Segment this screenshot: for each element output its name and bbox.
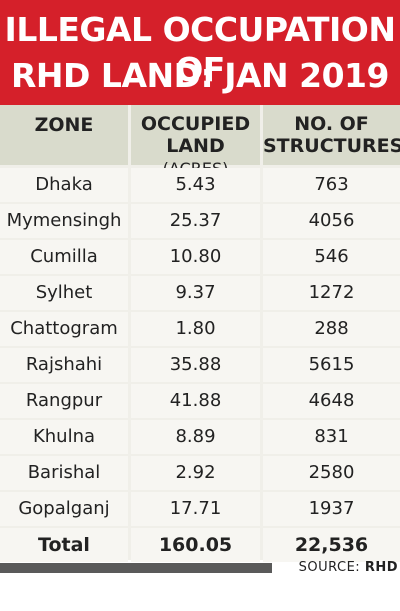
row-land-cell: 17.71 <box>131 492 260 526</box>
row-structures-cell: 763 <box>263 168 400 202</box>
header-occupied-land: OCCUPIED LAND (ACRES) <box>131 105 260 178</box>
row-structures-cell: 1272 <box>263 276 400 310</box>
header-zone: ZONE <box>0 105 128 165</box>
row-structures-cell: 2580 <box>263 456 400 490</box>
source-credit: SOURCE: RHD <box>299 560 398 575</box>
row-structures-cell: 5615 <box>263 348 400 382</box>
row-land-cell: 9.37 <box>131 276 260 310</box>
data-table: ZONE OCCUPIED LAND (ACRES) NO. OF STRUCT… <box>0 105 400 562</box>
header-land-label: OCCUPIED <box>140 113 251 135</box>
row-structures-cell: 546 <box>263 240 400 274</box>
row-zone-cell: Rangpur <box>0 384 128 418</box>
row-zone-cell: Barishal <box>0 456 128 490</box>
row-land-cell: 10.80 <box>131 240 260 274</box>
header-structures-label: NO. OF <box>294 113 369 135</box>
row-zone-cell: Gopalganj <box>0 492 128 526</box>
row-structures-cell: 4648 <box>263 384 400 418</box>
total-land-cell: 160.05 <box>131 528 260 562</box>
row-structures-cell: 831 <box>263 420 400 454</box>
title-line-2: RHD LAND: JAN 2019 <box>11 56 389 95</box>
row-zone-cell: Dhaka <box>0 168 128 202</box>
row-structures-cell: 288 <box>263 312 400 346</box>
title-banner: ILLEGAL OCCUPATION OF RHD LAND: JAN 2019 <box>0 0 400 105</box>
row-zone-cell: Mymensingh <box>0 204 128 238</box>
header-land-word: LAND <box>166 135 225 157</box>
row-land-cell: 1.80 <box>131 312 260 346</box>
row-zone-cell: Chattogram <box>0 312 128 346</box>
header-structures: NO. OF STRUCTURES <box>263 105 400 165</box>
row-land-cell: 5.43 <box>131 168 260 202</box>
row-land-cell: 2.92 <box>131 456 260 490</box>
total-zone-cell: Total <box>0 528 128 562</box>
row-structures-cell: 1937 <box>263 492 400 526</box>
header-zone-label: ZONE <box>34 114 94 136</box>
row-zone-cell: Khulna <box>0 420 128 454</box>
row-land-cell: 35.88 <box>131 348 260 382</box>
source-label: SOURCE: <box>298 560 361 575</box>
row-structures-cell: 4056 <box>263 204 400 238</box>
row-zone-cell: Sylhet <box>0 276 128 310</box>
row-land-cell: 25.37 <box>131 204 260 238</box>
title-line-1: ILLEGAL OCCUPATION OF <box>4 10 396 89</box>
total-structures-cell: 22,536 <box>263 528 400 562</box>
footer-bar <box>0 563 272 573</box>
row-land-cell: 41.88 <box>131 384 260 418</box>
row-zone-cell: Cumilla <box>0 240 128 274</box>
row-land-cell: 8.89 <box>131 420 260 454</box>
header-structures-label-2: STRUCTURES <box>263 135 400 157</box>
source-name: RHD <box>364 560 398 575</box>
row-zone-cell: Rajshahi <box>0 348 128 382</box>
